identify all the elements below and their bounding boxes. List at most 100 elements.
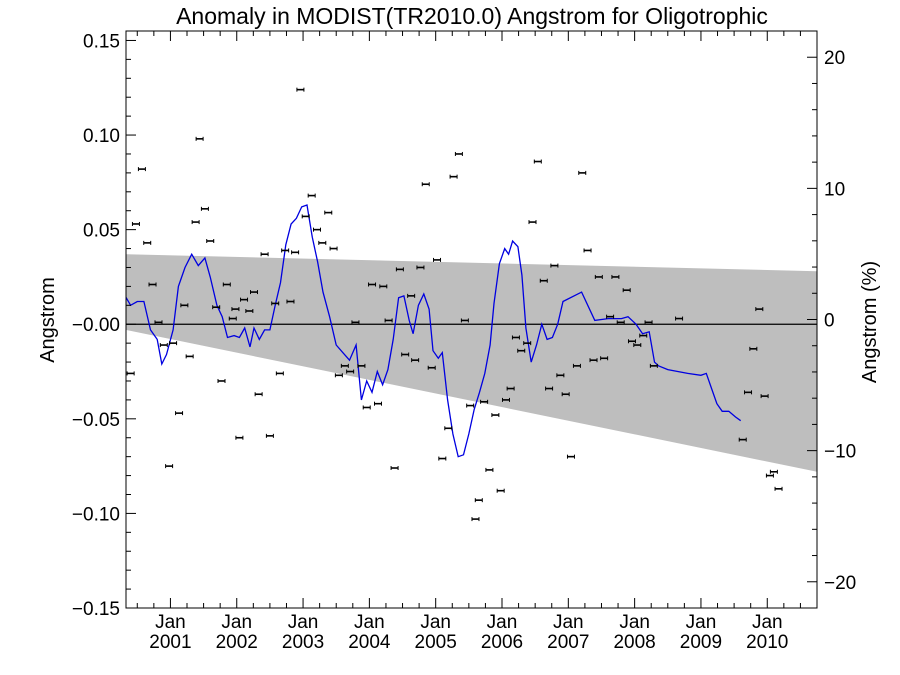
data-point — [384, 318, 393, 323]
data-point — [749, 346, 758, 351]
data-point — [633, 343, 642, 348]
data-point — [433, 257, 442, 262]
data-point — [594, 274, 603, 279]
data-point — [401, 352, 410, 357]
data-point — [523, 341, 532, 346]
data-point — [351, 320, 360, 325]
data-point — [466, 403, 475, 408]
data-point — [312, 227, 321, 232]
data-point — [774, 486, 783, 491]
x-tick-label-year: 2007 — [547, 632, 589, 653]
x-tick-label-month: Jan — [420, 612, 451, 633]
y2-tick-label: 10 — [824, 179, 845, 200]
data-point — [334, 373, 343, 378]
data-point — [231, 307, 240, 312]
data-point — [539, 278, 548, 283]
data-point — [296, 87, 305, 92]
monthly-anomaly-points — [115, 87, 783, 522]
data-point — [180, 303, 189, 308]
data-point — [390, 466, 399, 471]
data-point — [616, 320, 625, 325]
data-point — [228, 316, 237, 321]
data-point — [260, 252, 269, 257]
data-point — [271, 301, 280, 306]
x-tick-label-month: Jan — [619, 612, 650, 633]
data-point — [501, 397, 510, 402]
y-tick-label: −0.15 — [72, 599, 120, 620]
data-point — [200, 206, 209, 211]
x-tick-label-year: 2009 — [680, 632, 722, 653]
data-point — [137, 167, 146, 172]
y-axis-left: −0.15 −0.10 −0.05 −0.00 0.05 0.10 0.15 — [72, 31, 136, 620]
data-point — [329, 246, 338, 251]
data-point — [115, 390, 122, 394]
data-point — [185, 354, 194, 359]
data-point — [533, 159, 542, 164]
data-point — [506, 386, 515, 391]
x-tick-label-month: Jan — [221, 612, 252, 633]
chart-title: Anomaly in MODIST(TR2010.0) Angstrom for… — [176, 3, 768, 29]
data-point — [407, 293, 416, 298]
data-point — [416, 265, 425, 270]
y-axis-label: Angstrom — [37, 277, 59, 363]
data-point — [324, 210, 333, 215]
data-point — [307, 193, 316, 198]
data-point — [627, 339, 636, 344]
data-point — [421, 182, 430, 187]
y2-tick-label: 20 — [824, 48, 845, 69]
data-point — [639, 333, 648, 338]
data-point — [545, 386, 554, 391]
y-tick-label: −0.05 — [72, 410, 120, 431]
data-point — [212, 305, 221, 310]
data-point — [143, 240, 152, 245]
data-point — [368, 282, 377, 287]
x-tick-label-month: Jan — [288, 612, 319, 633]
data-point — [769, 469, 778, 474]
data-point — [291, 250, 300, 255]
data-point — [583, 248, 592, 253]
data-point — [191, 220, 200, 225]
data-point — [265, 433, 274, 438]
data-point — [373, 401, 382, 406]
data-point — [411, 358, 420, 363]
data-point — [491, 413, 500, 418]
y2-tick-label: 0 — [824, 311, 835, 332]
data-point — [606, 314, 615, 319]
smoothed-anomaly-line — [126, 204, 742, 458]
x-tick-label-month: Jan — [155, 612, 186, 633]
x-tick-label-year: 2001 — [149, 632, 191, 653]
y-tick-label: 0.05 — [83, 221, 120, 242]
y-tick-label: 0.10 — [83, 126, 120, 147]
x-tick-label-month: Jan — [553, 612, 584, 633]
data-point — [438, 456, 447, 461]
data-point — [318, 240, 327, 245]
data-point — [206, 238, 215, 243]
data-point — [528, 220, 537, 225]
y-tick-label: −0.10 — [72, 504, 120, 525]
data-point — [357, 363, 366, 368]
data-point — [644, 320, 653, 325]
data-point — [175, 411, 184, 416]
data-point — [395, 267, 404, 272]
data-point — [471, 517, 480, 522]
data-point — [496, 488, 505, 493]
data-point — [517, 348, 526, 353]
x-tick-label-year: 2010 — [746, 632, 788, 653]
x-tick-label-year: 2003 — [282, 632, 324, 653]
trend-band-area — [126, 254, 817, 472]
data-point — [611, 274, 620, 279]
data-point — [249, 290, 258, 295]
x-tick-label-year: 2004 — [348, 632, 391, 653]
data-point — [254, 392, 263, 397]
series-line-0 — [126, 204, 742, 458]
data-point — [738, 437, 747, 442]
data-point — [131, 221, 140, 226]
data-point — [572, 363, 581, 368]
y2-tick-label: −20 — [824, 573, 856, 594]
data-point — [760, 394, 769, 399]
x-tick-label-month: Jan — [752, 612, 783, 633]
data-point — [165, 464, 174, 469]
data-point — [281, 248, 290, 253]
data-point — [480, 399, 489, 404]
